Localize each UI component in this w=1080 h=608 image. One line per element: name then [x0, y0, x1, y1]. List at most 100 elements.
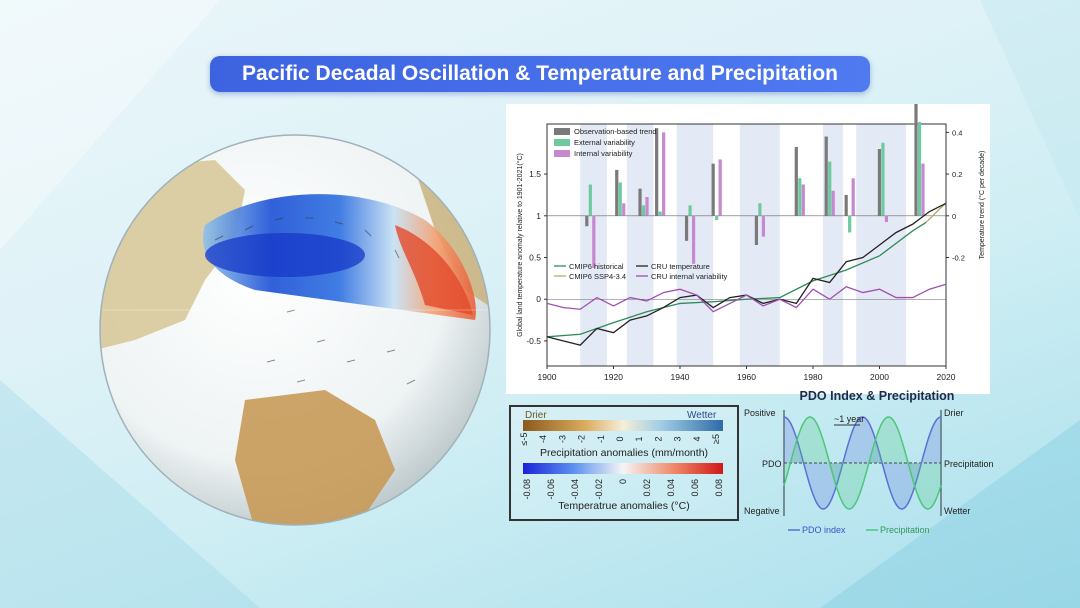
line-legend-label-0: CMIP6 historical: [569, 262, 624, 271]
internal-trend-bar-1: [622, 203, 626, 216]
colorbar-legend: Drier Wetter ≤-5 -4 -3 -2 -1 0 1 2 3 4 ≥5 Precipit…: [509, 405, 739, 521]
legend-pdo-index: PDO index: [802, 525, 846, 535]
line-legend-label-1: CMIP6 SSP4-3.4: [569, 272, 626, 281]
internal-trend-bar-9: [851, 178, 855, 216]
y-right-tick-label-3: 0.4: [952, 128, 962, 137]
temp-tick-2: -0.04: [570, 479, 580, 500]
precip-tick-5: 0: [615, 436, 625, 441]
internal-trend-bar-7: [801, 184, 805, 216]
external-trend-bar-5: [715, 215, 719, 220]
x-tick-label-1: 1920: [604, 372, 623, 382]
legend-precipitation: Precipitation: [880, 525, 930, 535]
precip-tick-6: 1: [634, 436, 644, 441]
y-right-tick-label-1: 0: [952, 212, 956, 221]
precip-tick-8: 3: [673, 436, 683, 441]
precip-tick-4: -1: [596, 435, 606, 443]
internal-trend-bar-11: [921, 163, 925, 216]
drier-label: Drier: [525, 410, 547, 421]
y-tick-label-4: 1.5: [529, 169, 541, 179]
pdo-index-curve-fill: [784, 417, 941, 509]
y-tick-label-3: 1: [536, 211, 541, 221]
precipitation-curve-fill: [784, 417, 941, 509]
precip-tick-1: -4: [538, 435, 548, 443]
x-tick-label-4: 1980: [804, 372, 823, 382]
obs-trend-bar-7: [794, 146, 798, 216]
x-tick-label-6: 2020: [937, 372, 956, 382]
external-trend-bar-1: [618, 182, 622, 216]
y-axis-label: Global land temperature anomaly relative…: [516, 153, 524, 337]
x-tick-label-5: 2000: [870, 372, 889, 382]
obs-trend-bar-4: [684, 215, 689, 241]
internal-trend-bar-2: [645, 197, 649, 216]
x-tick-label-2: 1940: [671, 372, 690, 382]
external-trend-bar-8: [828, 161, 832, 216]
y-tick-label-2: 0.5: [529, 253, 541, 263]
temp-colorbar-title: Temperatrue anomalies (°C): [558, 500, 689, 512]
external-trend-bar-6: [758, 203, 762, 216]
external-trend-bar-10: [881, 142, 885, 216]
temp-tick-8: 0.08: [714, 479, 724, 497]
temp-tick-5: 0.02: [642, 479, 652, 497]
lag-annotation: ~1 year: [834, 414, 864, 424]
obs-trend-bar-1: [615, 169, 619, 216]
obs-trend-bar-11: [914, 69, 918, 216]
bar-legend-swatch-2: [554, 150, 570, 157]
precip-colorbar-title: Precipitation anomalies (mm/month): [540, 447, 708, 459]
external-trend-bar-4: [688, 205, 692, 216]
external-trend-bar-9: [848, 215, 852, 233]
temp-tick-1: -0.06: [546, 479, 556, 500]
page-title: Pacific Decadal Oscillation & Temperatur…: [210, 56, 870, 92]
shaded-period-1: [626, 124, 654, 366]
obs-trend-bar-8: [824, 136, 828, 216]
precip-tick-3: -2: [577, 435, 587, 443]
precip-tick-9: 4: [692, 436, 702, 441]
colorbar-legend-svg: Drier Wetter ≤-5 -4 -3 -2 -1 0 1 2 3 4 ≥5 Precipit…: [519, 410, 724, 512]
temperature-chart: 1900 1920 1940 1960 1980 2000 2020 -0.5 0 0.5 1 1.5…: [516, 69, 986, 382]
x-tick-label-3: 1960: [737, 372, 756, 382]
pdo-label-positive: Positive: [744, 408, 776, 418]
obs-trend-bar-6: [754, 215, 758, 245]
line-legend-label-2: CRU temperature: [651, 262, 710, 271]
shaded-period-5: [856, 124, 907, 366]
temperature-chart-panel: 1900 1920 1940 1960 1980 2000 2020 -0.5 0 0.5 1 1.5…: [506, 69, 990, 394]
y-right-tick-label-0: -0.2: [952, 254, 965, 263]
obs-trend-bar-10: [877, 149, 882, 216]
shaded-period-3: [739, 124, 780, 366]
internal-trend-bar-4: [691, 215, 696, 264]
shaded-period-4: [822, 124, 843, 366]
external-trend-bar-0: [588, 184, 592, 216]
pdo-label-precipitation: Precipitation: [944, 459, 994, 469]
obs-trend-bar-0: [585, 215, 589, 227]
pdo-label-negative: Negative: [744, 506, 780, 516]
external-trend-bar-3: [658, 211, 662, 216]
internal-trend-bar-8: [831, 190, 835, 216]
pacific-globe-map: [99, 134, 491, 526]
y-right-axis-label: Temperature trend (°C per decade): [978, 151, 986, 260]
pdo-label-pdo: PDO: [762, 459, 782, 469]
precip-tick-0: ≤-5: [519, 433, 529, 446]
line-legend-label-3: CRU internal variability: [651, 272, 728, 281]
bar-legend-swatch-1: [554, 139, 570, 146]
y-right-tick-label-2: 0.2: [952, 170, 962, 179]
series-line-1: [925, 202, 947, 223]
x-tick-label-0: 1900: [538, 372, 557, 382]
series-line-0: [546, 221, 927, 338]
bar-legend-label-2: Internal variability: [574, 149, 633, 158]
series-line-3: [546, 283, 947, 313]
temp-tick-6: 0.04: [666, 479, 676, 497]
precip-tick-10: ≥5: [711, 434, 721, 444]
temp-tick-3: -0.02: [594, 479, 604, 500]
obs-trend-bar-9: [844, 194, 848, 216]
obs-trend-bar-5: [711, 163, 715, 216]
precip-tick-7: 2: [653, 436, 663, 441]
obs-trend-bar-2: [638, 188, 642, 216]
temp-colorbar: [523, 463, 723, 474]
internal-trend-bar-10: [884, 215, 889, 223]
temp-tick-0: -0.08: [522, 479, 532, 500]
internal-trend-bar-0: [592, 215, 596, 268]
internal-trend-bar-5: [718, 159, 722, 216]
internal-trend-bar-6: [761, 215, 765, 237]
precip-colorbar: [523, 420, 723, 431]
external-trend-bar-2: [641, 205, 646, 216]
precipitation-curve-line: [783, 416, 942, 510]
